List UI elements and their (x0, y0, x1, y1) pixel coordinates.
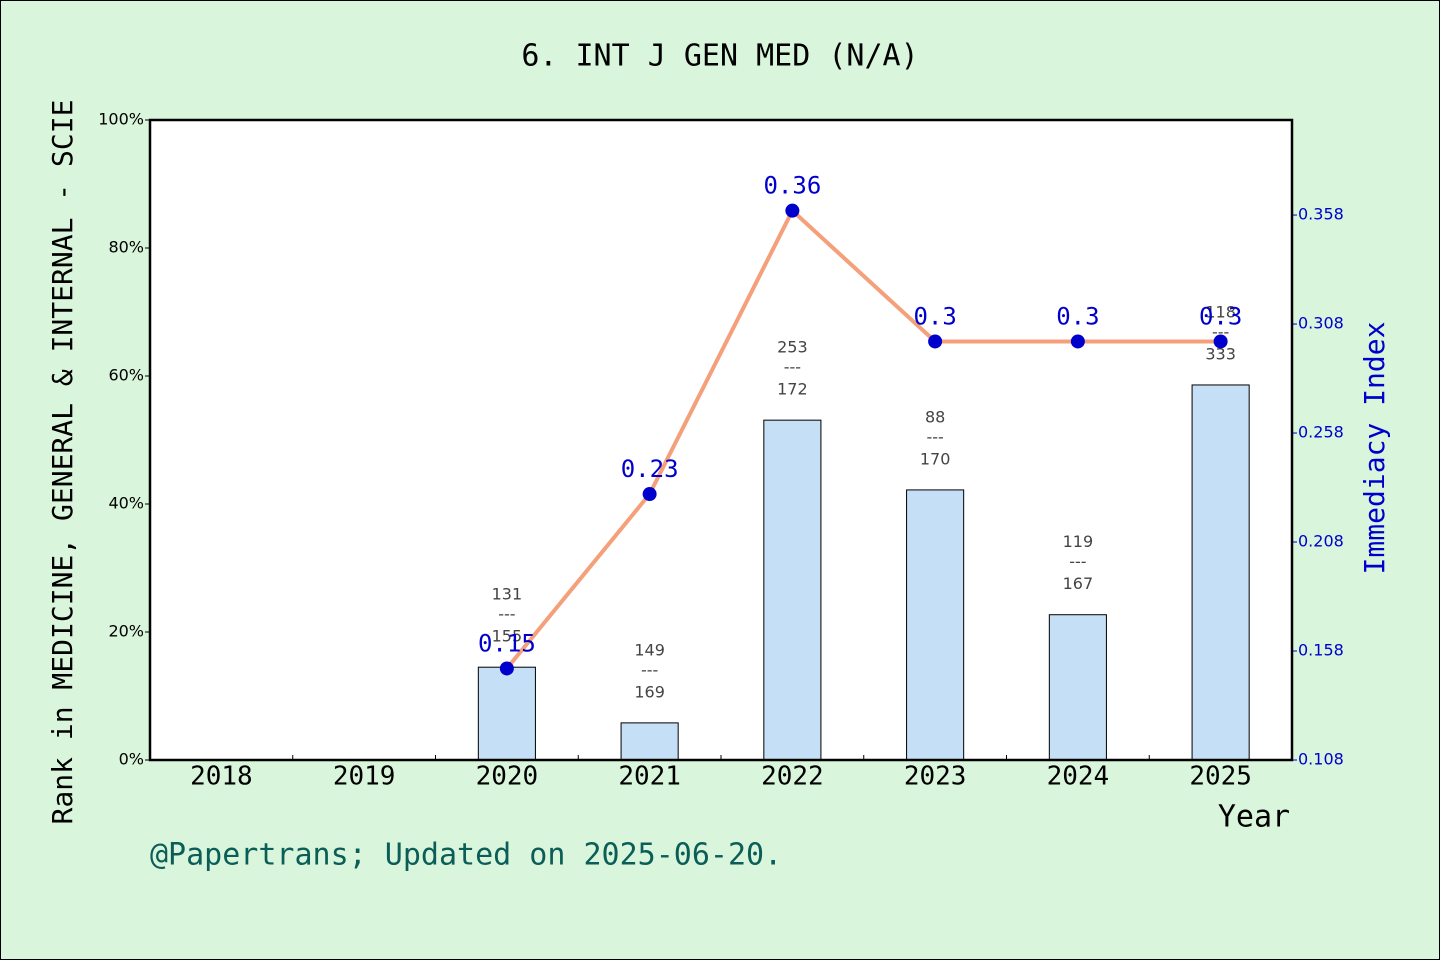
x-tick-label: 2018 (190, 762, 253, 792)
bar (620, 722, 679, 761)
line-point (1070, 334, 1085, 349)
rank-label: 131 (492, 585, 523, 604)
point-label: 0.15 (478, 629, 536, 657)
y-tick-label: 40% (108, 494, 144, 513)
plot-area (150, 120, 1292, 760)
rank-separator: --- (784, 358, 801, 377)
x-axis-label: Year (1218, 800, 1290, 835)
rank-label: 118 (1205, 302, 1236, 321)
rank-label: 253 (777, 338, 808, 357)
y-tick-label: 0% (119, 750, 144, 769)
y-tick-label: 100% (98, 110, 144, 129)
rank-label: 149 (634, 640, 665, 659)
x-tick-label: 2021 (618, 762, 681, 792)
y2-tick-label: 0.308 (1298, 314, 1344, 333)
total-label: 170 (920, 449, 951, 468)
line-point (642, 487, 657, 502)
y2-tick-label: 0.108 (1298, 750, 1344, 769)
line-point (928, 334, 943, 349)
x-tick-label: 2022 (761, 762, 824, 792)
line-point (1213, 334, 1228, 349)
point-label: 0.23 (621, 455, 679, 483)
chart-title: 6. INT J GEN MED (N/A) (521, 39, 918, 74)
total-label: 172 (777, 380, 808, 399)
point-label: 0.36 (763, 172, 821, 200)
plot-frame (148, 118, 1294, 762)
y-axis-label: Rank in MEDICINE, GENERAL & INTERNAL - S… (46, 100, 79, 825)
rank-label: 119 (1063, 532, 1094, 551)
y2-tick-label: 0.208 (1298, 532, 1344, 551)
line-point (499, 661, 514, 676)
total-label: 167 (1063, 574, 1094, 593)
y-tick-label: 80% (108, 238, 144, 257)
total-label: 169 (634, 682, 665, 701)
y2-tick-label: 0.258 (1298, 423, 1344, 442)
x-tick-label: 2020 (476, 762, 539, 792)
y-tick-label: 20% (108, 622, 144, 641)
footnote: @Papertrans; Updated on 2025-06-20. (150, 838, 782, 873)
rank-separator: --- (926, 427, 943, 446)
rank-separator: --- (641, 660, 658, 679)
point-label: 0.3 (1199, 302, 1242, 330)
rank-separator: --- (1069, 552, 1086, 571)
point-label: 0.3 (913, 302, 956, 330)
rank-label: 88 (925, 407, 945, 426)
rank-separator: --- (498, 605, 515, 624)
x-tick-label: 2019 (333, 762, 396, 792)
x-tick-label: 2023 (904, 762, 967, 792)
line (505, 207, 1221, 670)
total-label: 155 (492, 627, 523, 646)
x-tick-label: 2025 (1189, 762, 1252, 792)
point-label: 0.3 (1056, 302, 1099, 330)
bar (477, 666, 536, 761)
total-label: 333 (1205, 344, 1236, 363)
y2-tick-label: 0.158 (1298, 641, 1344, 660)
bar (1191, 384, 1250, 761)
y-tick-label: 60% (108, 366, 144, 385)
y2-tick-label: 0.358 (1298, 205, 1344, 224)
x-tick-label: 2024 (1047, 762, 1110, 792)
bar (906, 489, 965, 761)
y2-axis-label: Immediacy Index (1358, 322, 1391, 575)
line-point (785, 203, 800, 218)
bar (1048, 614, 1107, 761)
bar (763, 419, 822, 761)
